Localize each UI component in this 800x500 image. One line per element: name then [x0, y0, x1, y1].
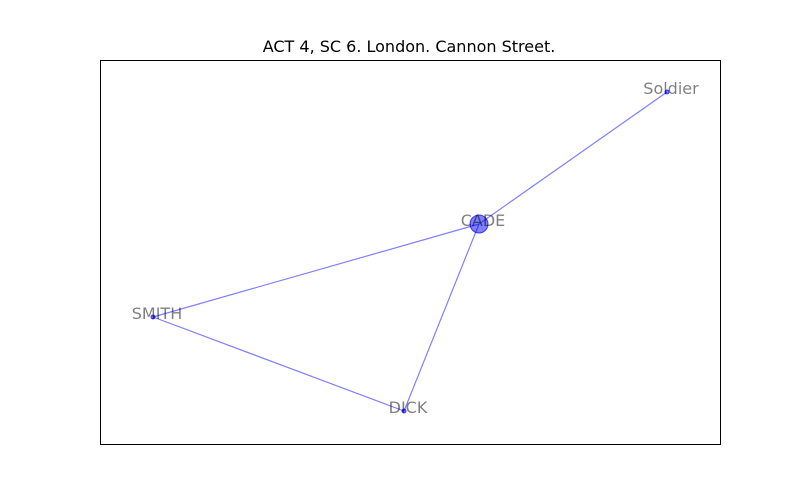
edge-smith-dick	[152, 316, 405, 412]
node-soldier	[664, 89, 670, 95]
label-layer: CADE Soldier SMITH DICK	[132, 79, 699, 417]
node-smith	[150, 314, 156, 320]
figure-title: ACT 4, SC 6. London. Cannon Street.	[263, 37, 556, 56]
node-label-dick: DICK	[389, 398, 428, 417]
edge-cade-dick	[403, 223, 480, 412]
plot-frame	[100, 60, 721, 445]
edge-cade-soldier	[478, 91, 668, 225]
edge-layer	[152, 91, 668, 412]
edge-cade-smith	[152, 223, 480, 318]
node-dick	[401, 408, 407, 414]
node-cade	[469, 214, 489, 234]
node-label-smith: SMITH	[132, 304, 182, 323]
node-label-soldier: Soldier	[643, 79, 699, 98]
node-layer	[150, 89, 670, 414]
node-label-cade: CADE	[461, 211, 506, 230]
